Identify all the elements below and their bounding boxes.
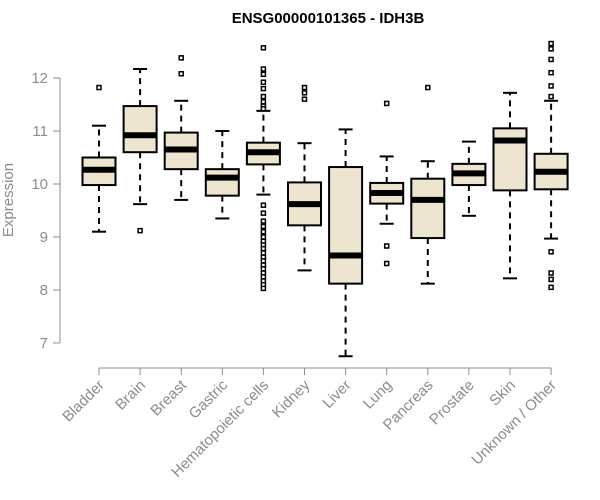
x-category-label: Prostate (426, 377, 478, 429)
box-group-lung (369, 100, 405, 267)
box-group-brain (122, 67, 158, 234)
outlier-point (301, 84, 308, 91)
outlier-point (548, 249, 554, 255)
outlier-point (260, 234, 267, 240)
outlier-point (260, 105, 267, 112)
iqr-box (122, 105, 158, 154)
outlier-point (548, 83, 554, 89)
box-group-kidney (287, 84, 322, 272)
x-category-label: Skin (486, 377, 519, 410)
outlier-point (137, 227, 143, 234)
outlier-point (260, 71, 267, 78)
outlier-point (548, 270, 554, 276)
box-group-gastric (204, 130, 240, 220)
outlier-point (260, 66, 267, 72)
y-tick-label: 12 (31, 70, 48, 87)
outlier-point (260, 223, 267, 230)
outlier-point (301, 90, 308, 96)
iqr-box (204, 168, 240, 197)
outlier-point (260, 79, 267, 85)
box-group-bladder (81, 84, 117, 233)
outlier-point (260, 285, 267, 292)
outlier-point (178, 55, 184, 61)
outlier-point (260, 93, 267, 100)
outlier-point (260, 85, 267, 92)
outlier-point (178, 71, 184, 77)
outlier-point (383, 243, 390, 249)
y-tick-label: 7 (40, 335, 48, 352)
outlier-point (260, 266, 267, 272)
x-category-label: Bladder (59, 377, 108, 426)
outlier-point (260, 45, 267, 51)
outlier-point (260, 210, 267, 216)
outlier-point (260, 228, 267, 235)
x-category-label: Kidney (269, 376, 314, 421)
chart-title: ENSG00000101365 - IDH3B (232, 10, 425, 27)
outlier-point (96, 84, 102, 91)
box-group-unknown-other (533, 40, 569, 291)
x-category-label: Breast (147, 376, 190, 419)
outlier-point (260, 250, 267, 256)
box-group-breast (163, 55, 199, 201)
outlier-point (548, 56, 554, 63)
box-group-pancreas (410, 84, 446, 285)
outlier-point (260, 274, 267, 280)
box-group-liver (328, 128, 364, 358)
x-category-label: Lung (360, 377, 396, 413)
outlier-point (548, 69, 554, 76)
y-tick-label: 10 (31, 176, 48, 193)
outlier-point (383, 100, 390, 107)
outlier-point (425, 84, 431, 91)
outlier-point (301, 96, 308, 102)
outlier-point (548, 284, 554, 291)
box-group-hematopoietic-cells (245, 45, 281, 292)
x-category-label: Liver (319, 377, 354, 412)
outlier-point (548, 40, 554, 47)
outlier-point (548, 93, 554, 100)
outlier-point (260, 99, 267, 105)
outlier-point (260, 202, 267, 208)
outlier-point (260, 258, 267, 264)
outlier-point (548, 46, 554, 52)
box-group-skin (492, 91, 528, 280)
y-tick-label: 11 (32, 123, 48, 140)
outlier-point (260, 245, 267, 252)
outlier-point (548, 276, 554, 283)
outlier-point (260, 218, 267, 224)
iqr-box (328, 166, 364, 285)
x-category-label: Brain (112, 377, 149, 414)
box-group-prostate (451, 140, 487, 217)
plot-area (81, 40, 569, 358)
y-tick-label: 9 (40, 229, 48, 246)
y-tick-label: 8 (40, 282, 48, 299)
y-axis-title: Expression (0, 163, 17, 237)
outlier-point (383, 260, 390, 267)
iqr-box (410, 177, 446, 240)
